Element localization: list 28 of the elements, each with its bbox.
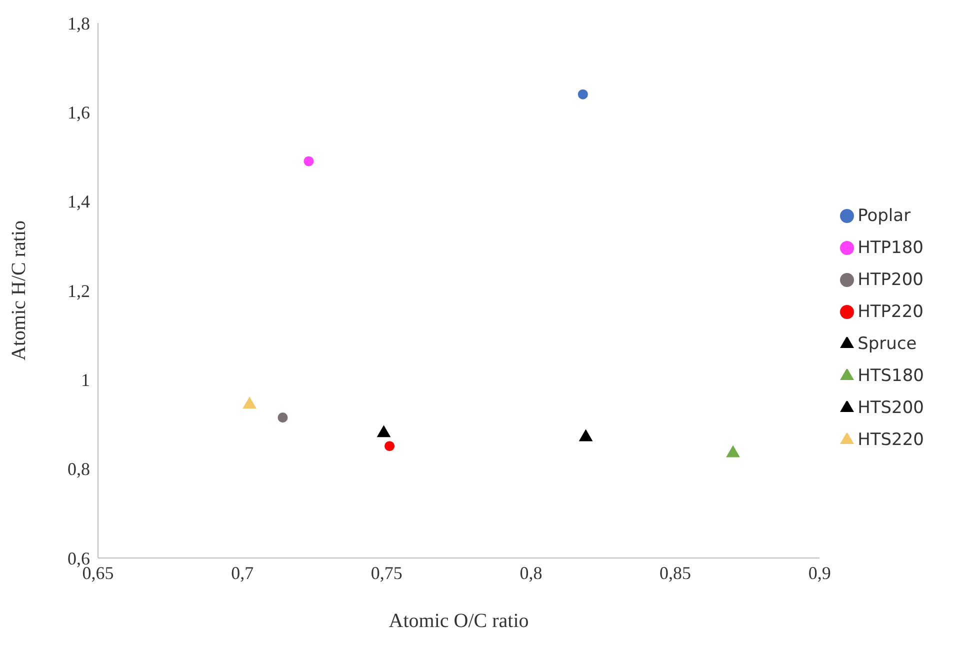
point [726,446,740,458]
y-tick-label: 1,4 [68,192,90,212]
x-tick-label: 0,85 [660,562,692,583]
legend-label: HTP200 [858,270,924,290]
y-tick-label: 1,8 [68,13,90,34]
x-tick-label: 0,8 [520,562,542,583]
x-tick-label: 0,75 [370,562,402,583]
y-tick-label: 0,6 [68,548,90,568]
legend-label: Poplar [858,206,911,226]
legend-label: HTS200 [858,398,924,418]
y-tick-label: 1 [81,370,90,390]
legend-label: Spruce [858,334,917,354]
y-tick-label: 1,6 [68,102,90,123]
y-axis-title: Atomic H/C ratio [8,220,30,360]
legend-label: HTP220 [858,302,924,322]
legend-label: HTS180 [858,366,924,386]
legend-label: HTS220 [858,430,924,450]
point [304,156,314,166]
point [242,397,256,409]
x-tick-label: 0,7 [231,562,254,583]
point [578,89,588,100]
y-tick-label: 0,8 [68,459,90,480]
y-tick-label: 1,2 [68,280,90,301]
point [377,426,390,438]
point [579,430,592,442]
x-axis-title: Atomic O/C ratio [388,610,529,632]
legend-label: HTP180 [858,238,924,258]
x-tick-label: 0,9 [808,562,831,583]
